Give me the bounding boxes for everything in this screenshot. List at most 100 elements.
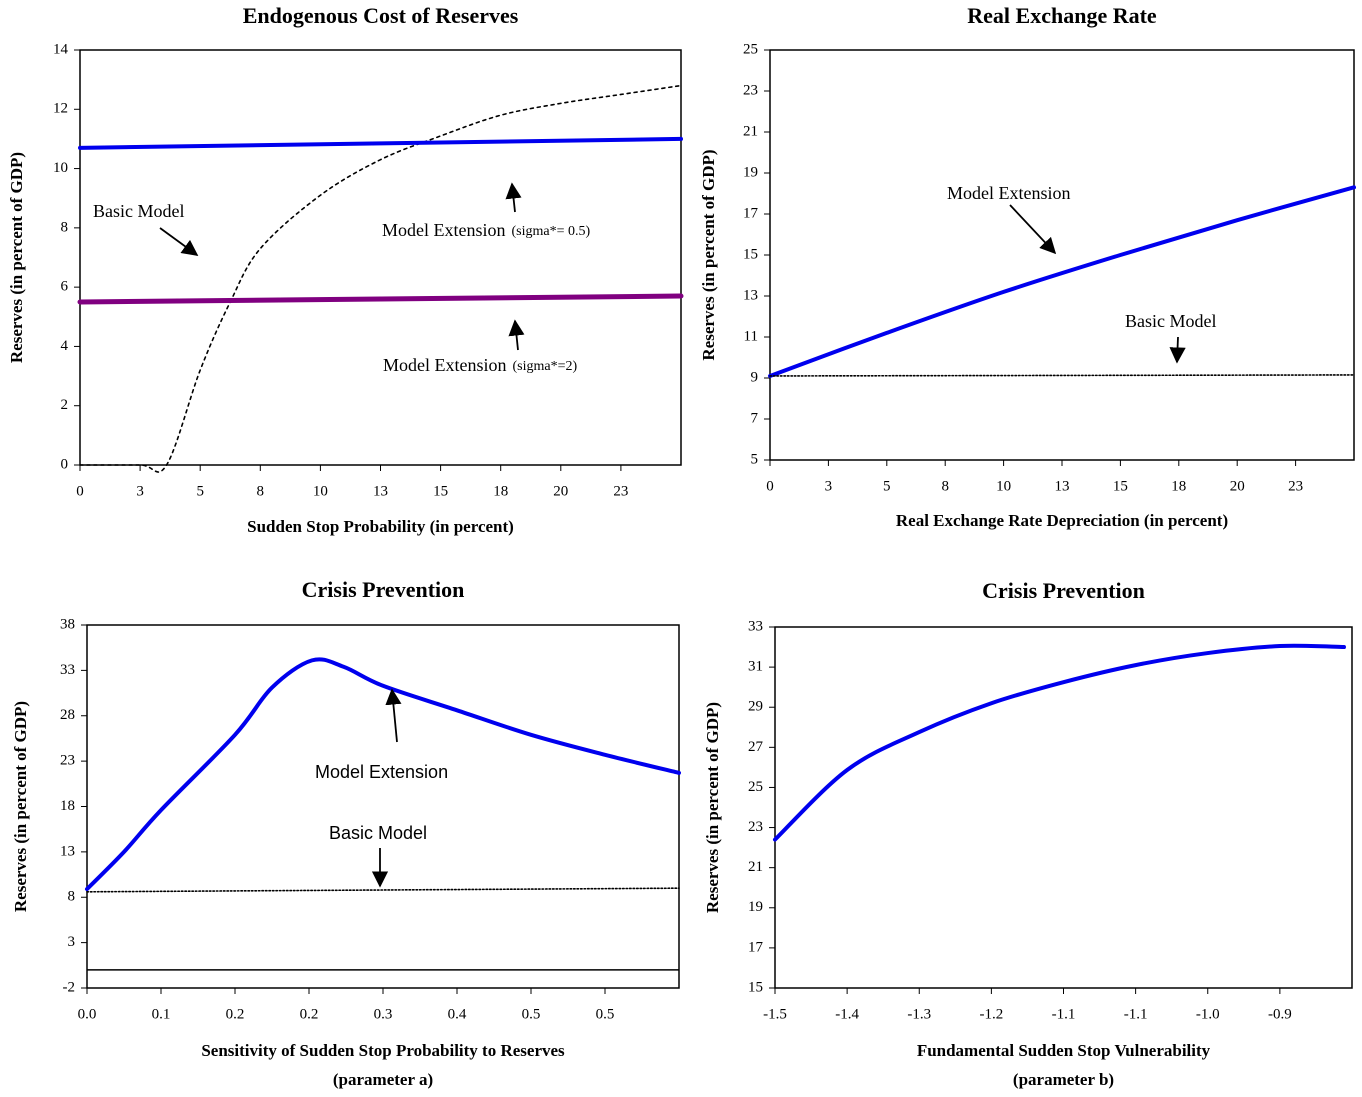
series-line: [768, 185, 1356, 378]
y-axis-title: Reserves (in percent of GDP): [7, 152, 26, 363]
y-tick-label: 6: [61, 279, 69, 295]
x-tick-label: 15: [1113, 478, 1128, 494]
y-tick-label: 33: [748, 618, 763, 634]
y-tick-label: 17: [748, 939, 764, 955]
y-tick-label: 23: [60, 753, 75, 769]
chart-panel: Crisis Prevention Sensitivity of Sudden S…: [11, 577, 681, 1089]
x-tick-label: 8: [941, 478, 949, 494]
x-tick-label: -1.0: [1196, 1006, 1220, 1022]
y-tick-label: 29: [748, 699, 763, 715]
y-tick-label: 15: [748, 979, 763, 995]
y-tick-label: 25: [743, 41, 758, 57]
y-tick-label: 19: [743, 164, 758, 180]
x-tick-label: 0: [76, 483, 84, 499]
y-tick-label: 10: [53, 160, 68, 176]
annotation-arrow: [1169, 336, 1186, 364]
chart-panel: Endogenous Cost of Reserves Sudden Stop P…: [7, 3, 684, 536]
y-axis-title: Reserves (in percent of GDP): [11, 701, 30, 912]
annotation-arrow: [385, 688, 402, 743]
y-tick-label: 13: [60, 843, 75, 859]
y-tick-label: 28: [60, 707, 75, 723]
x-tick-label: 23: [613, 483, 628, 499]
y-tick-label: 4: [61, 338, 69, 354]
annotation: Model Extension: [947, 183, 1071, 203]
x-tick-label: 10: [313, 483, 328, 499]
y-tick-label: 31: [748, 659, 763, 675]
y-tick-label: 13: [743, 287, 758, 303]
chart-title: Crisis Prevention: [982, 578, 1145, 603]
x-tick-label: 0: [766, 478, 774, 494]
annotation-note: (sigma*=2): [513, 359, 578, 374]
y-tick-label: 2: [61, 397, 69, 413]
x-tick-label: 15: [433, 483, 448, 499]
y-tick-label: 8: [68, 889, 76, 905]
y-tick-label: 33: [60, 662, 75, 678]
y-tick-label: 9: [751, 369, 759, 385]
x-tick-label: 13: [1055, 478, 1070, 494]
y-tick-label: 17: [743, 205, 759, 221]
annotation-name: Basic Model: [93, 201, 185, 221]
y-tick-label: 23: [748, 819, 763, 835]
x-tick-label: -0.9: [1268, 1006, 1292, 1022]
x-tick-label: -1.4: [835, 1006, 859, 1022]
annotation: Model Extension (sigma*=2): [383, 355, 577, 375]
annotation-arrow: [508, 319, 525, 351]
x-axis-title: Fundamental Sudden Stop Vulnerability: [917, 1041, 1211, 1060]
series-line: [77, 293, 684, 305]
annotation-name: Model Extension: [315, 762, 448, 782]
x-tick-label: 10: [996, 478, 1011, 494]
chart-title: Endogenous Cost of Reserves: [243, 3, 519, 28]
plot-frame: [769, 49, 1355, 461]
y-tick-label: 23: [743, 82, 758, 98]
y-tick-label: 18: [60, 798, 75, 814]
series-line: [85, 657, 681, 892]
x-axis-title: (parameter b): [1013, 1070, 1114, 1089]
plot-frame: [86, 624, 680, 989]
y-axis-title: Reserves (in percent of GDP): [703, 702, 722, 913]
chart-title: Real Exchange Rate: [967, 3, 1157, 28]
y-tick-label: 27: [748, 739, 764, 755]
x-tick-label: 18: [1171, 478, 1186, 494]
annotation: Basic Model: [329, 823, 427, 843]
annotation: Model Extension: [315, 762, 448, 782]
x-tick-label: -1.1: [1052, 1006, 1076, 1022]
x-tick-label: 0.2: [300, 1006, 319, 1022]
y-tick-label: 11: [744, 328, 758, 344]
annotation-arrow: [159, 227, 199, 256]
y-axis-title: Reserves (in percent of GDP): [699, 149, 718, 360]
x-tick-label: 0.2: [226, 1006, 245, 1022]
x-tick-label: -1.5: [763, 1006, 787, 1022]
series-line: [86, 887, 680, 893]
x-axis-title: (parameter a): [333, 1070, 433, 1089]
y-tick-label: 25: [748, 779, 763, 795]
y-tick-label: 3: [68, 934, 76, 950]
x-axis-title: Real Exchange Rate Depreciation (in perc…: [896, 511, 1228, 530]
annotation-name: Model Extension: [947, 183, 1071, 203]
annotation: Model Extension (sigma*= 0.5): [382, 220, 590, 240]
plot-frame: [79, 49, 682, 466]
chart-panel: Crisis Prevention Fundamental Sudden Stop…: [703, 578, 1353, 1089]
annotation-note: (sigma*= 0.5): [512, 224, 591, 239]
annotation-name: Basic Model: [329, 823, 427, 843]
x-tick-label: 3: [825, 478, 833, 494]
x-tick-label: 5: [883, 478, 891, 494]
x-tick-label: 8: [257, 483, 265, 499]
series-line: [78, 136, 683, 150]
x-tick-label: -1.3: [907, 1006, 931, 1022]
x-tick-label: 0.5: [522, 1006, 541, 1022]
y-tick-label: 21: [743, 123, 758, 139]
annotation-name: Model Extension: [382, 220, 506, 240]
x-tick-label: 0.5: [596, 1006, 615, 1022]
annotation: Basic Model: [93, 201, 185, 221]
y-tick-label: -2: [63, 979, 76, 995]
x-tick-label: 13: [373, 483, 388, 499]
y-tick-label: 12: [53, 101, 68, 117]
x-tick-label: -1.1: [1124, 1006, 1148, 1022]
series-line: [773, 643, 1346, 842]
x-tick-label: 0.1: [152, 1006, 171, 1022]
y-tick-label: 7: [751, 410, 759, 426]
x-tick-label: 18: [493, 483, 508, 499]
x-tick-label: 20: [553, 483, 568, 499]
